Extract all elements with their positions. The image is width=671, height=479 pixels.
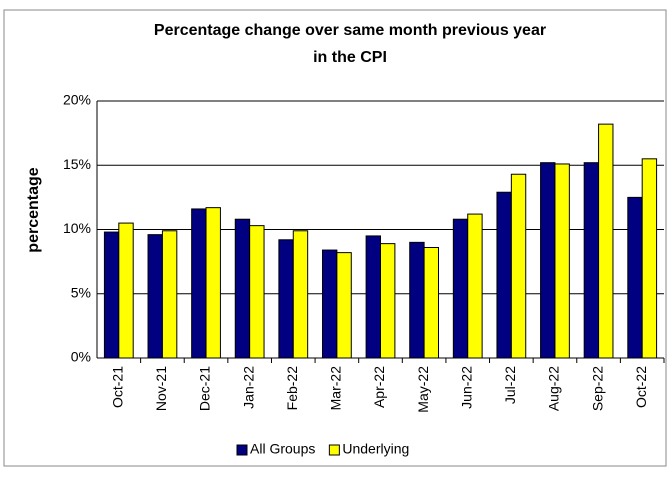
chart-subtitle: in the CPI bbox=[313, 49, 387, 66]
bar bbox=[249, 225, 265, 359]
bar bbox=[118, 222, 134, 359]
bar bbox=[540, 162, 556, 359]
bar bbox=[510, 173, 527, 359]
y-axis-label: percentage bbox=[25, 167, 42, 252]
bar bbox=[583, 162, 600, 359]
y-tick-label: 20% bbox=[63, 92, 91, 108]
x-tick-label: Jul-22 bbox=[502, 366, 518, 404]
bar bbox=[554, 163, 570, 359]
legend-label: Underlying bbox=[342, 441, 409, 457]
legend-swatch bbox=[236, 444, 248, 456]
x-tick-label: Jun-22 bbox=[458, 366, 474, 409]
y-tick-label: 0% bbox=[71, 349, 91, 365]
x-tick-label: Feb-22 bbox=[284, 366, 300, 411]
x-tick-label: May-22 bbox=[415, 366, 431, 413]
bar bbox=[103, 231, 120, 359]
x-tick-label: Sep-22 bbox=[589, 366, 605, 411]
bar bbox=[191, 208, 207, 359]
x-tick-label: Oct-22 bbox=[633, 366, 649, 408]
chart-title: Percentage change over same month previo… bbox=[154, 22, 546, 39]
bar bbox=[423, 246, 440, 359]
bar bbox=[380, 243, 396, 359]
x-tick-label: Aug-22 bbox=[546, 366, 562, 411]
x-tick-label: Jan-22 bbox=[240, 366, 256, 409]
bar bbox=[205, 207, 221, 359]
bar bbox=[641, 158, 658, 359]
x-tick-label: Apr-22 bbox=[371, 366, 387, 408]
bar bbox=[234, 218, 251, 359]
bar bbox=[365, 235, 382, 359]
bar bbox=[467, 213, 483, 359]
x-tick-label: Mar-22 bbox=[328, 366, 344, 411]
bar bbox=[321, 249, 338, 359]
x-tick-label: Dec-21 bbox=[197, 366, 213, 411]
bar bbox=[336, 252, 352, 359]
bar bbox=[496, 191, 512, 359]
x-tick-label: Nov-21 bbox=[153, 366, 169, 411]
x-tick-label: Oct-21 bbox=[110, 366, 126, 408]
bar bbox=[292, 230, 309, 359]
bar bbox=[278, 239, 294, 359]
legend-label: All Groups bbox=[250, 441, 315, 457]
bar bbox=[452, 218, 469, 359]
legend-swatch bbox=[328, 444, 340, 456]
bar bbox=[627, 196, 643, 359]
bar bbox=[147, 234, 163, 359]
bar bbox=[598, 123, 614, 359]
bar bbox=[161, 230, 178, 359]
y-tick-label: 5% bbox=[71, 284, 91, 300]
y-tick-label: 15% bbox=[63, 156, 91, 172]
y-tick-label: 10% bbox=[63, 220, 91, 236]
bar bbox=[409, 241, 425, 359]
